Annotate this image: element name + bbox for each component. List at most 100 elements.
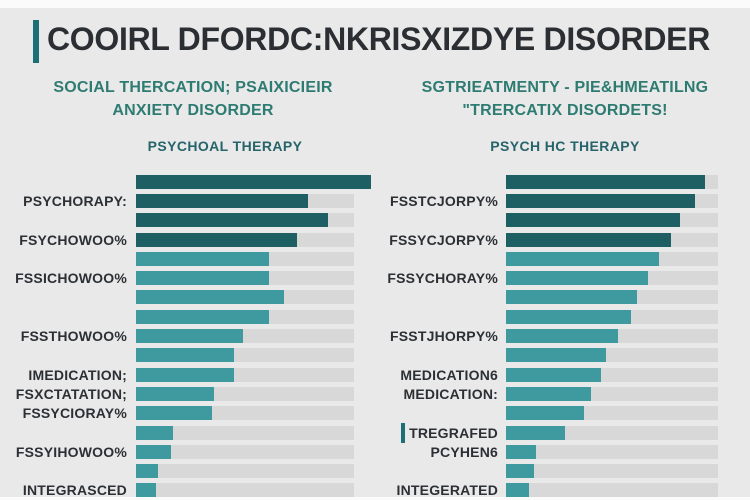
panel-header-left-line1: SOCIAL THERCATION; PSAIXICIEIR (53, 79, 333, 96)
bar-fill (506, 309, 632, 324)
bar-track (506, 464, 718, 479)
bar-row-right-16 (375, 461, 750, 480)
bar-track (506, 193, 718, 208)
bar-fill (136, 309, 269, 324)
page-title: COOIRL DFORDC:NKRISXIZDYE DISORDER (47, 21, 711, 57)
bar-label: TREGRAFED (375, 422, 506, 443)
bar-fill (506, 213, 680, 228)
bar-row-right-2: FSSTCJORPY% (375, 191, 750, 210)
bar-track (136, 271, 354, 286)
bar-label-text: TREGRAFED (409, 424, 498, 441)
bar-row-left-11: IMEDICATION; (0, 365, 375, 384)
bar-row-left-14 (0, 423, 375, 442)
bar-fill (136, 329, 243, 344)
bar-fill (506, 483, 530, 498)
bar-label: FSSICHOWOO% (0, 270, 136, 286)
bar-fill (136, 251, 269, 266)
bar-label-text: FSSYCHORAY% (387, 270, 498, 287)
bar-label-text: FSSYCIORAY% (22, 405, 127, 422)
bar-row-left-5 (0, 249, 375, 268)
panel-header-right-line2: "TRERCATIX DISORDETS! (462, 102, 668, 119)
bar-label-text: FSSYIHOWOO% (15, 443, 127, 460)
bar-fill (136, 464, 158, 479)
bar-row-right-12: MEDICATION: (375, 384, 750, 403)
bar-track (136, 232, 354, 247)
bar-fill (506, 464, 534, 479)
bar-track (136, 464, 354, 479)
bar-label: FSXCTATATION; (0, 386, 136, 402)
bar-row-right-6: FSSYCHORAY% (375, 268, 750, 287)
bar-track (506, 309, 718, 324)
bar-track (136, 444, 354, 459)
bar-label-text: FSSTCJORPY% (390, 192, 498, 209)
top-edge-strip (0, 0, 750, 8)
bar-fill (506, 271, 649, 286)
bar-row-left-9: FSSTHOWOO% (0, 326, 375, 345)
bar-rows-right: FSSTCJORPY% FSSYCJORPY% FSSYCHORAY% FSSTJHO… (375, 172, 750, 500)
bar-fill (136, 174, 372, 189)
bar-label-text: FSSYCJORPY% (389, 231, 498, 248)
bar-label: FSSTHOWOO% (0, 328, 136, 344)
bar-fill (136, 406, 213, 421)
bar-track (506, 425, 718, 440)
bar-track (136, 425, 354, 440)
bar-label-text: MEDICATION6 (400, 366, 498, 383)
bar-row-left-4: FSYCHOWOO% (0, 230, 375, 249)
bar-label-text: FSXCTATATION; (15, 385, 127, 402)
bar-fill (506, 251, 659, 266)
bar-fill (506, 290, 638, 305)
bar-row-left-17: INTEGRASCED (0, 481, 375, 500)
bar-fill (506, 348, 606, 363)
bar-label: PSYCHORAPY: (0, 193, 136, 209)
bar-label: INTEGRASCED (0, 482, 136, 498)
panel-subheader-left: PSYCHOAL THERAPY (147, 138, 303, 154)
bar-fill (136, 483, 156, 498)
bar-row-left-2: PSYCHORAPY: (0, 191, 375, 210)
bar-row-left-13: FSSYCIORAY% (0, 404, 375, 423)
bar-track (136, 386, 354, 401)
bar-fill (136, 193, 309, 208)
title-accent-bar (33, 20, 39, 63)
bar-fill (506, 174, 706, 189)
bar-track (506, 483, 718, 498)
bar-label: MEDICATION6 (375, 367, 506, 383)
bar-row-left-7 (0, 288, 375, 307)
bar-rows-left: PSYCHORAPY: FSYCHOWOO% FSSICHOWOO% FSSTHOWO… (0, 172, 375, 500)
bar-fill (506, 232, 672, 247)
bar-fill (136, 386, 215, 401)
bar-track (136, 483, 354, 498)
bar-track (136, 367, 354, 382)
bar-row-left-1 (0, 172, 375, 191)
bar-row-right-8 (375, 307, 750, 326)
bar-row-left-10 (0, 346, 375, 365)
panel-header-right: SGTRIEATMENTY - PIE&HMEATILNG "TRERCATIX… (395, 76, 735, 122)
bar-label-text: FSSTJHORPY% (390, 328, 498, 345)
bar-label-text: IMEDICATION; (28, 366, 127, 383)
bar-label-text: FSYCHOWOO% (19, 231, 127, 248)
bar-row-right-11: MEDICATION6 (375, 365, 750, 384)
bar-track (506, 174, 718, 189)
bar-label-text: PSYCHORAPY: (23, 192, 127, 209)
panel-header-right-line1: SGTRIEATMENTY - PIE&HMEATILNG (421, 79, 709, 96)
bar-track (136, 174, 372, 189)
bar-fill (136, 367, 235, 382)
bar-label: FSSYIHOWOO% (0, 444, 136, 460)
bar-track (136, 213, 354, 228)
bar-fill (506, 367, 602, 382)
bar-label: FSSYCHORAY% (375, 270, 506, 286)
bar-fill (506, 329, 619, 344)
bar-label-text: FSSTHOWOO% (20, 328, 127, 345)
bar-label-text: FSSICHOWOO% (15, 270, 127, 287)
bar-track (506, 251, 718, 266)
bar-label: MEDICATION: (375, 386, 506, 402)
bar-fill (136, 444, 171, 459)
bar-label: INTEGERATED (375, 482, 506, 498)
bar-label: FSSYCIORAY% (0, 405, 136, 421)
bar-track (136, 193, 354, 208)
bar-fill (506, 386, 591, 401)
bar-label: FSSYCJORPY% (375, 232, 506, 248)
bar-label-text: INTEGRASCED (22, 482, 127, 499)
bar-track (506, 329, 718, 344)
bar-track (136, 251, 354, 266)
